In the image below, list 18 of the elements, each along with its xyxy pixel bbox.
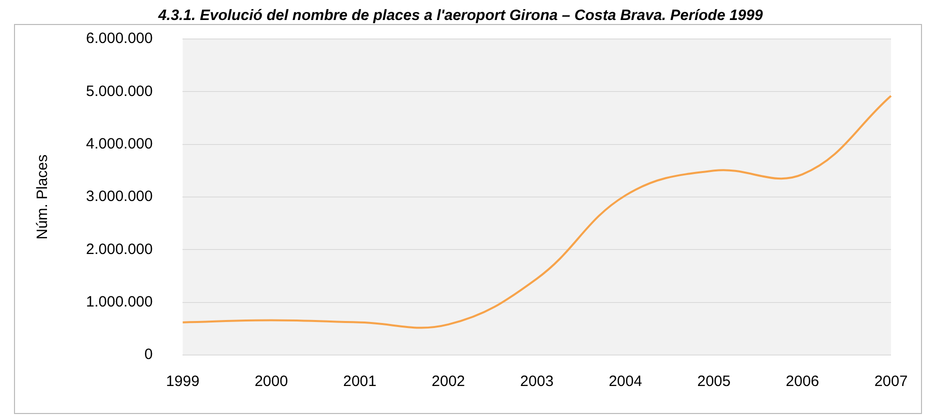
y-tick-label: 0 <box>144 346 153 364</box>
x-tick-label: 2006 <box>786 373 820 390</box>
chart-title: 4.3.1. Evolució del nombre de places a l'aeroport Girona – Costa Brava. Període 1999 <box>157 7 764 24</box>
y-tick-label: 6.000.000 <box>86 30 153 48</box>
y-tick-label: 3.000.000 <box>86 188 153 206</box>
y-axis-title: Núm. Places <box>34 154 52 240</box>
x-tick-label: 2004 <box>608 373 642 390</box>
y-tick-label: 5.000.000 <box>86 82 153 100</box>
y-tick-label: 2.000.000 <box>86 240 153 258</box>
y-tick-label: 4.000.000 <box>86 135 153 152</box>
x-tick-label: 2002 <box>432 373 466 390</box>
x-tick-label: 2001 <box>343 373 376 390</box>
x-tick-label: 1999 <box>166 373 200 390</box>
x-tick-label: 2003 <box>520 373 554 390</box>
x-tick-label: 2007 <box>874 373 908 390</box>
y-tick-label: 1.000.000 <box>86 293 153 310</box>
x-tick-label: 2005 <box>697 373 731 390</box>
x-tick-label: 2000 <box>254 373 288 390</box>
